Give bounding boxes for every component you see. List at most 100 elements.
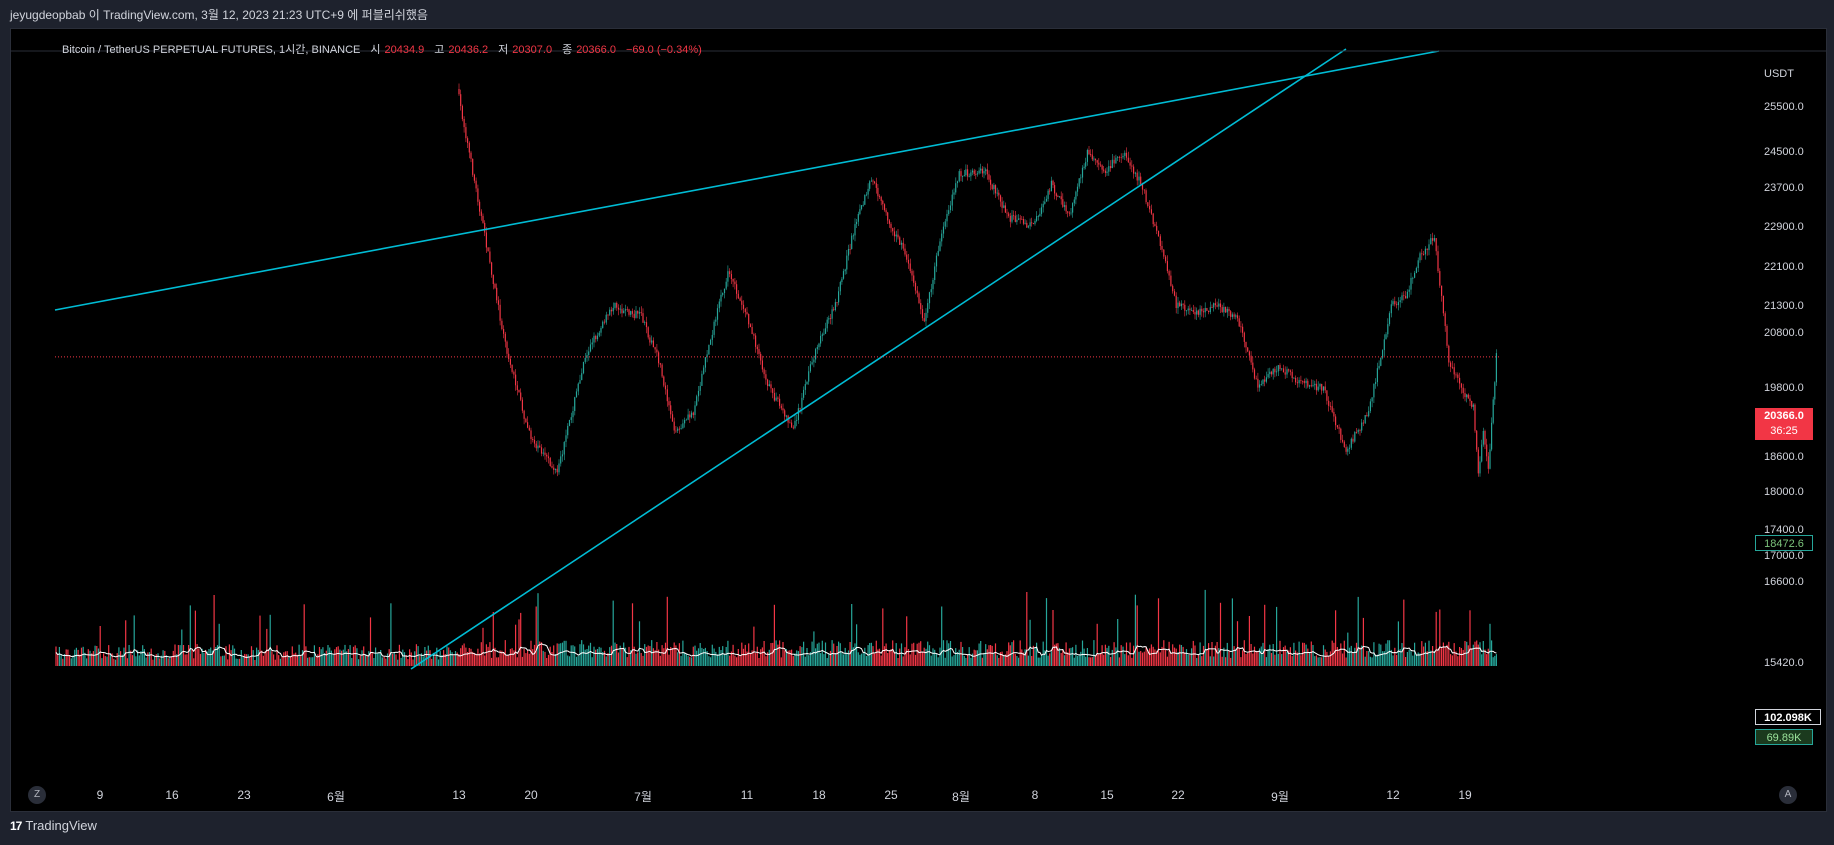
volume-bar xyxy=(1018,657,1020,666)
volume-bar xyxy=(1428,640,1430,666)
volume-bar xyxy=(1106,647,1108,666)
volume-bar xyxy=(352,646,355,666)
candle-body xyxy=(479,201,481,212)
volume-bar xyxy=(948,643,950,666)
volume-bar xyxy=(1354,647,1356,666)
candle-body xyxy=(666,389,668,402)
volume-bar xyxy=(1444,647,1446,666)
time-tick-label: 7월 xyxy=(634,790,652,804)
volume-bar xyxy=(1134,594,1136,666)
candle-body xyxy=(1380,357,1382,366)
price-tick-label: 18600.0 xyxy=(1764,451,1804,463)
volume-bar xyxy=(201,648,203,666)
volume-bar xyxy=(249,656,251,666)
price-tick-label: 17000.0 xyxy=(1764,550,1804,562)
volume-bar xyxy=(1267,649,1269,666)
price-tick-label: 25500.0 xyxy=(1764,101,1804,113)
volume-bar xyxy=(1211,642,1213,666)
volume-bar xyxy=(1194,645,1196,666)
volume-bar xyxy=(87,649,89,666)
volume-bar xyxy=(1136,605,1138,666)
volume-bar xyxy=(1364,656,1366,666)
volume-bar xyxy=(1477,644,1479,666)
volume-bar xyxy=(792,656,794,666)
volume-bar xyxy=(758,658,760,666)
candle-body xyxy=(770,384,772,389)
volume-bar xyxy=(94,645,96,666)
volume-bar xyxy=(293,653,295,666)
volume-bar xyxy=(1460,648,1462,666)
volume-bar xyxy=(1331,640,1333,666)
volume-bar xyxy=(842,654,845,666)
volume-bar xyxy=(1156,650,1158,666)
candle-body xyxy=(1394,301,1396,305)
volume-bar xyxy=(780,657,782,666)
volume-bar xyxy=(1272,644,1274,666)
candle-body xyxy=(553,467,555,470)
candle-body xyxy=(1421,253,1423,255)
candle-body xyxy=(1117,156,1119,158)
candle-body xyxy=(824,328,827,334)
candle-body xyxy=(928,292,931,304)
volume-bar xyxy=(186,654,188,666)
candle-body xyxy=(513,371,515,375)
volume-bar xyxy=(441,655,443,666)
volume-bar xyxy=(120,651,122,666)
volume-bar xyxy=(659,655,661,666)
candle-body xyxy=(701,373,703,386)
volume-bar xyxy=(475,653,477,666)
candle-body xyxy=(644,322,646,323)
volume-bar xyxy=(359,654,361,666)
time-tick-label: 16 xyxy=(165,788,179,802)
last-price-tag: 20366.0 36:25 xyxy=(1755,408,1813,440)
volume-bar xyxy=(1065,642,1067,666)
volume-bar xyxy=(624,647,627,666)
volume-bar xyxy=(437,659,440,666)
volume-bar xyxy=(900,643,903,666)
candle-body xyxy=(1315,383,1318,391)
candle-body xyxy=(897,234,899,238)
volume-bar xyxy=(1101,645,1103,666)
volume-bar xyxy=(1348,647,1351,666)
volume-bar xyxy=(1175,648,1177,666)
volume-bar xyxy=(818,642,820,666)
candle-body xyxy=(935,255,938,267)
volume-bar xyxy=(171,656,173,666)
volume-bar xyxy=(1037,657,1039,666)
candle-body xyxy=(1006,212,1008,214)
candle-body xyxy=(1242,326,1244,333)
price-axis-unit[interactable]: USDT xyxy=(1764,68,1794,80)
volume-bar xyxy=(1073,657,1075,666)
volume-bar xyxy=(208,649,210,666)
candle-body xyxy=(603,321,606,323)
candle-body xyxy=(723,288,726,293)
candle-body xyxy=(591,342,593,345)
volume-bar xyxy=(885,643,887,666)
volume-bar xyxy=(63,654,66,666)
candle-body xyxy=(472,158,474,175)
candle-body xyxy=(1415,268,1417,273)
volume-bar xyxy=(568,656,571,666)
volume-bar xyxy=(1455,651,1457,666)
candle-body xyxy=(630,311,632,315)
volume-bar xyxy=(1063,655,1066,666)
volume-bar xyxy=(1250,644,1252,666)
tradingview-logo[interactable]: 17 TradingView xyxy=(10,818,97,833)
candle-body xyxy=(1001,201,1003,208)
chart-panel[interactable] xyxy=(10,28,1827,812)
volume-bar xyxy=(1333,642,1335,666)
volume-bar xyxy=(215,647,217,666)
candle-body xyxy=(730,274,732,279)
volume-bar xyxy=(1415,654,1417,666)
candle-body xyxy=(906,254,908,260)
price-chart-svg[interactable] xyxy=(11,29,1826,811)
candle-body xyxy=(854,224,856,236)
candle-body xyxy=(1231,314,1233,317)
volume-bar xyxy=(349,645,351,666)
auto-scale-button[interactable]: A xyxy=(1779,786,1797,804)
volume-bar xyxy=(949,641,952,666)
candle-body xyxy=(1390,304,1392,314)
volume-bar xyxy=(1439,609,1441,666)
timezone-button[interactable]: Z xyxy=(28,786,46,804)
symbol-title[interactable]: Bitcoin / TetherUS PERPETUAL FUTURES, 1시… xyxy=(62,44,361,56)
